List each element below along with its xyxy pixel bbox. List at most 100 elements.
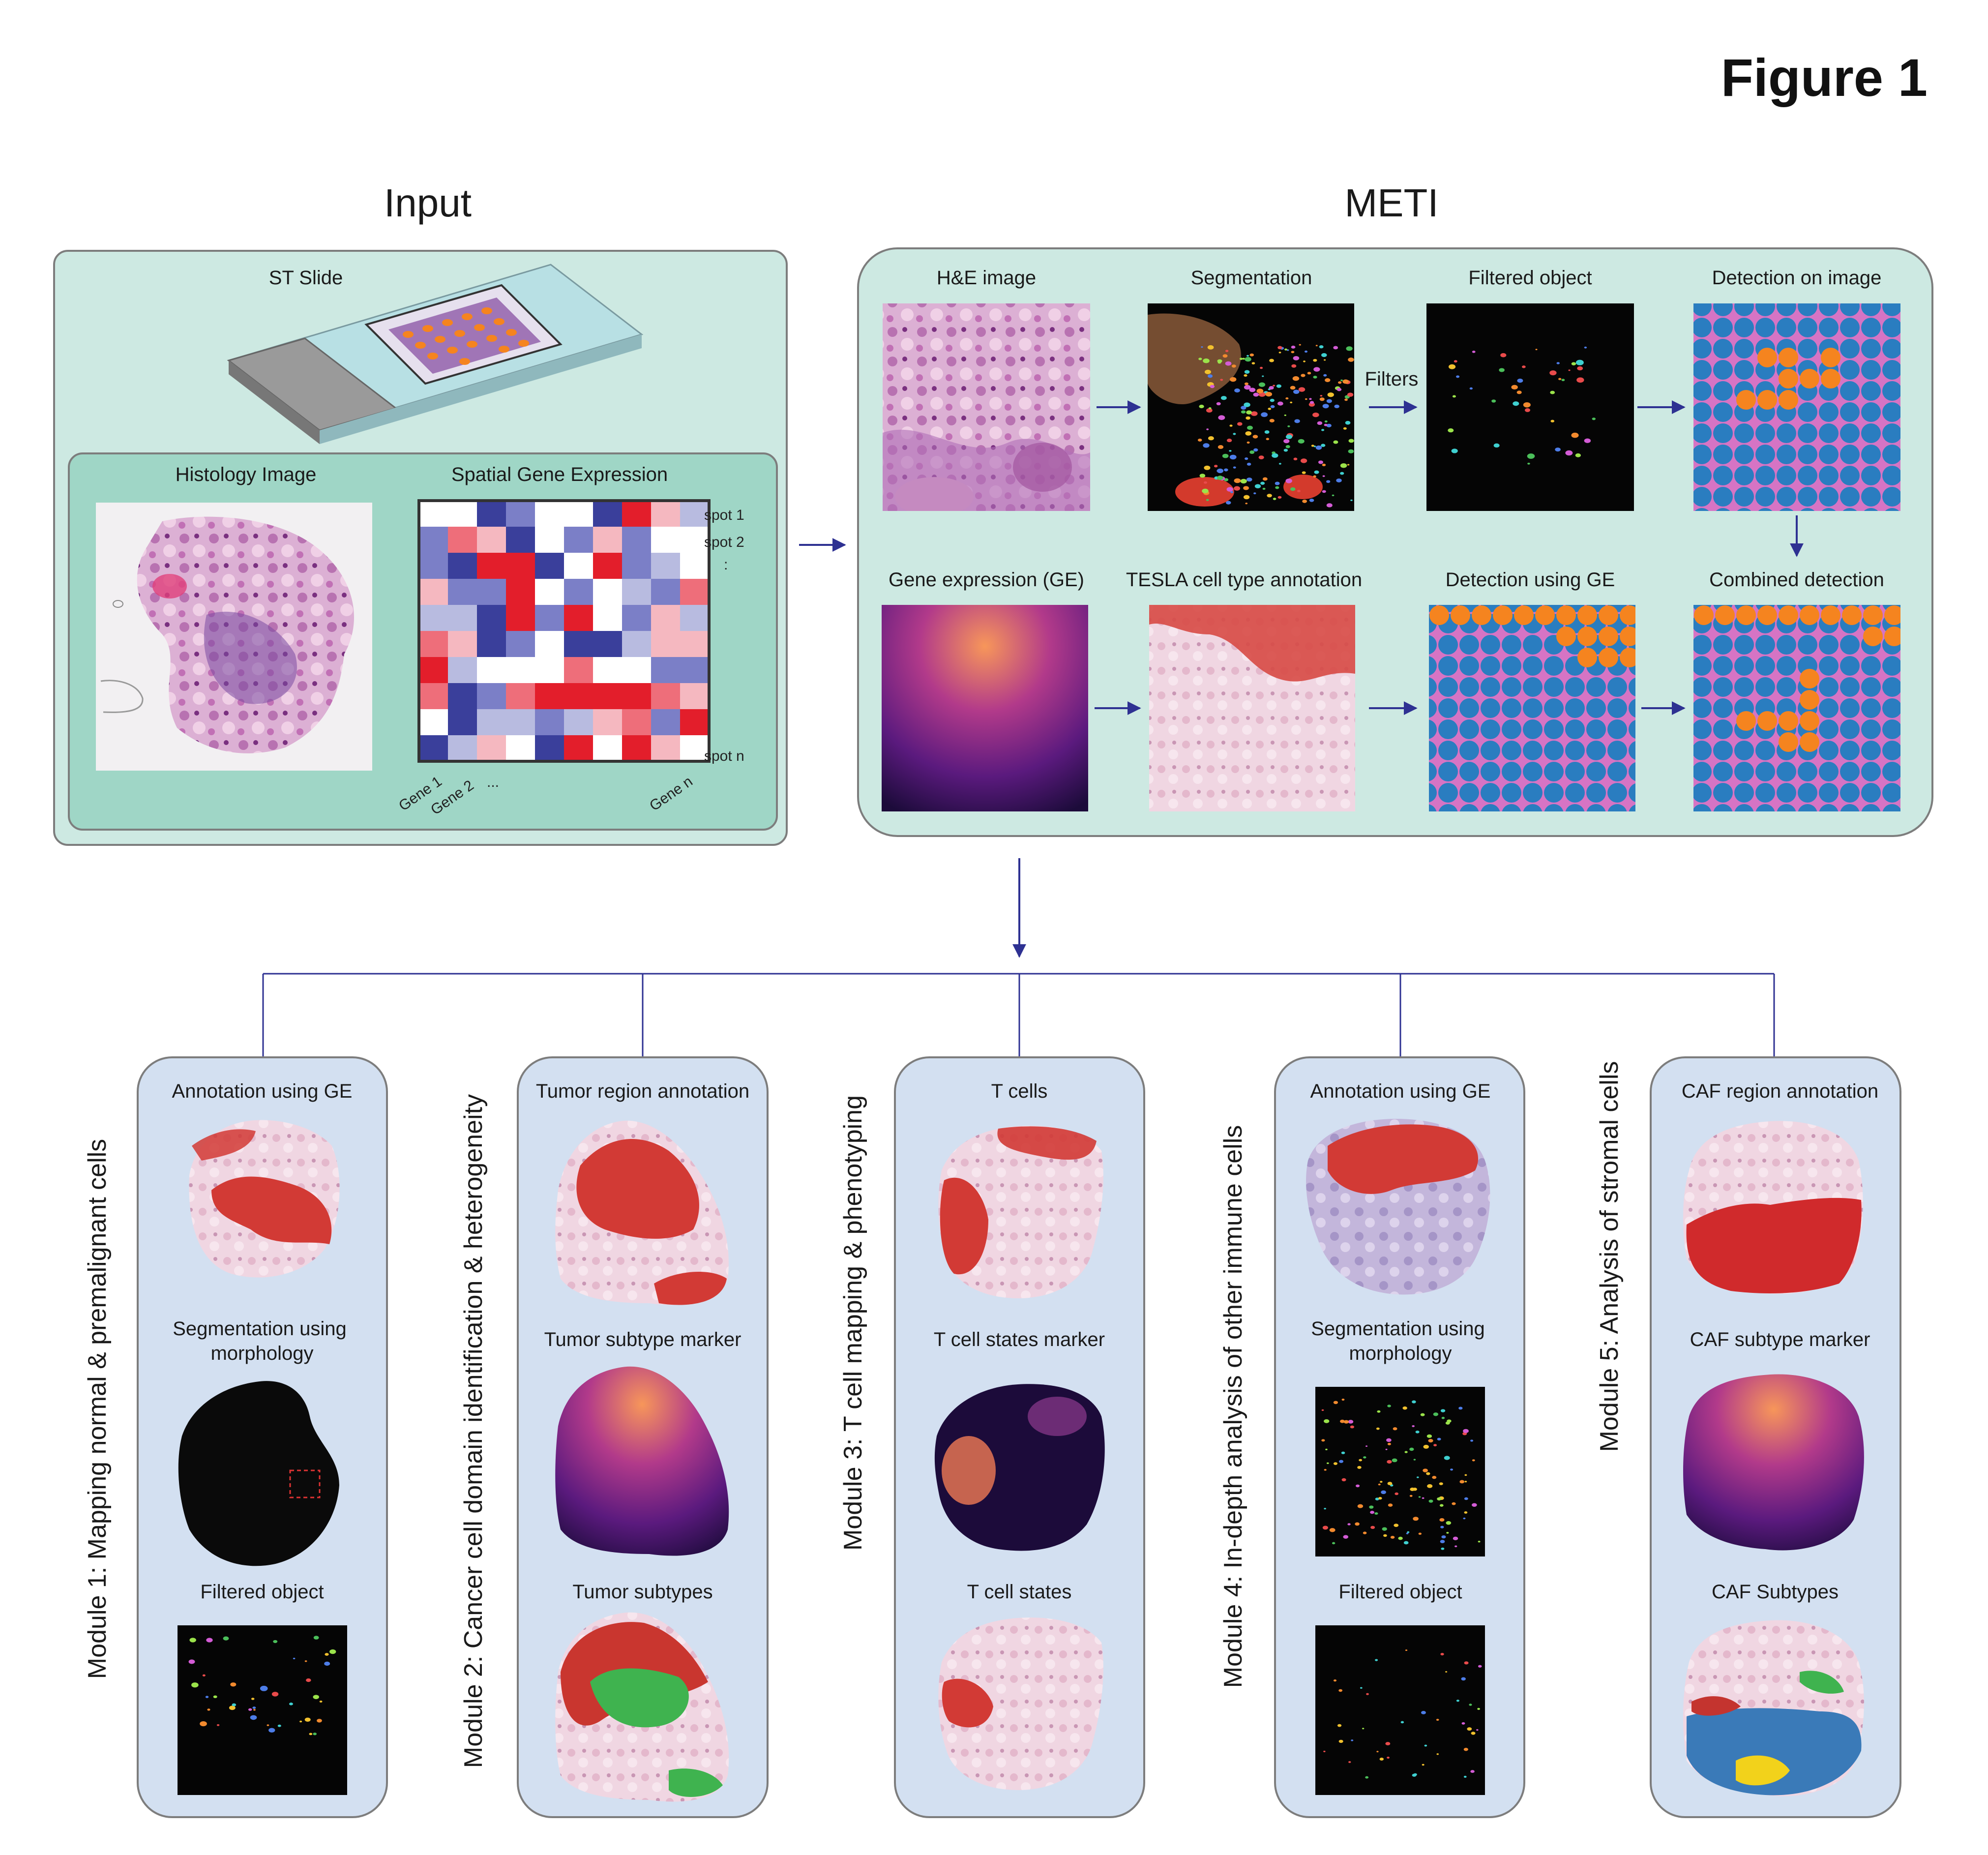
cell-dot <box>1491 399 1496 403</box>
cell-dot <box>1324 1508 1326 1510</box>
cell-dot <box>1273 385 1276 387</box>
cell-dot <box>1381 1490 1386 1495</box>
cell-dot <box>1217 445 1224 449</box>
heatmap-cell <box>564 501 593 527</box>
heatmap-cell <box>593 631 622 657</box>
cell-dot <box>1298 439 1305 444</box>
cell-dot <box>1550 419 1555 422</box>
gene-expression-heatmap <box>417 499 711 763</box>
cell-dot <box>1264 430 1270 434</box>
heatmap-cell <box>651 501 680 527</box>
cell-dot <box>1202 488 1209 494</box>
cell-dot <box>1266 438 1270 440</box>
cell-dot <box>1309 398 1312 400</box>
cell-dot <box>1394 1524 1399 1527</box>
cell-dot <box>1458 1406 1463 1410</box>
cell-dot <box>1262 487 1266 490</box>
cell-dot <box>1245 357 1251 362</box>
cell-dot <box>1428 1499 1433 1503</box>
cell-dot <box>1375 1497 1379 1501</box>
cell-dot <box>1334 404 1339 409</box>
cell-dot <box>1332 494 1335 497</box>
cell-dot <box>1321 444 1326 447</box>
cell-dot <box>1413 1517 1419 1521</box>
cell-dot <box>1472 1503 1477 1507</box>
heatmap-cell <box>535 579 564 605</box>
cell-dot <box>1319 397 1325 401</box>
heatmap-cell <box>535 683 564 709</box>
cell-dot <box>250 1715 257 1720</box>
cell-dot <box>1516 390 1522 394</box>
cell-dot <box>1439 1504 1444 1507</box>
m3-tcells-image <box>938 1126 1103 1298</box>
cell-dot <box>1291 351 1295 354</box>
cell-dot <box>1423 1444 1429 1449</box>
cell-dot <box>1324 359 1326 361</box>
cell-dot <box>1333 1462 1338 1465</box>
cell-dot <box>1405 1649 1408 1651</box>
cell-dot <box>1459 1480 1465 1484</box>
cell-dot <box>1217 468 1224 474</box>
cell-dot <box>1299 344 1301 346</box>
cell-dot <box>1348 358 1354 362</box>
heatmap-cell <box>419 735 448 761</box>
cell-dot <box>1336 388 1342 391</box>
cell-dot <box>1387 1405 1391 1407</box>
cell-dot <box>1433 1444 1437 1447</box>
heatmap-cell <box>680 709 709 735</box>
cell-dot <box>1348 1761 1351 1763</box>
cell-dot <box>1450 1468 1454 1471</box>
cell-dot <box>1452 1502 1456 1505</box>
cell-dot <box>1321 1409 1324 1411</box>
cell-dot <box>1493 443 1500 448</box>
heatmap-cell <box>419 683 448 709</box>
cell-dot <box>1437 1437 1441 1441</box>
spot-2-label: spot 2 <box>704 534 744 550</box>
cell-dot <box>1571 362 1576 366</box>
cell-dot <box>1476 1729 1479 1731</box>
cell-dot <box>1256 389 1264 393</box>
cell-dot <box>1409 1447 1414 1451</box>
cell-dot <box>229 1705 236 1710</box>
cell-dot <box>1247 425 1253 430</box>
segmentation-label: Segmentation <box>1191 267 1312 289</box>
heatmap-cell <box>593 579 622 605</box>
cell-dot <box>1432 1476 1437 1479</box>
cell-dot <box>1312 412 1319 418</box>
cell-dot <box>1283 439 1290 444</box>
cell-dot <box>188 1659 195 1664</box>
cell-dot <box>1269 359 1275 362</box>
heatmap-cell <box>564 657 593 683</box>
input-title: Input <box>384 181 472 225</box>
heatmap-cell <box>564 683 593 709</box>
cell-dot <box>1226 487 1233 492</box>
cell-dot <box>1409 1495 1413 1497</box>
cell-dot <box>1333 1679 1337 1682</box>
heatmap-cell <box>506 657 535 683</box>
cell-dot <box>1324 420 1328 423</box>
filtered-object-label: Filtered object <box>1468 267 1592 289</box>
meti-title: METI <box>1344 181 1438 225</box>
cell-dot <box>1464 1511 1468 1514</box>
cell-dot <box>1318 460 1324 464</box>
cell-dot <box>1327 392 1334 397</box>
m1-annotation-label: Annotation using GE <box>172 1080 353 1102</box>
cell-dot <box>1445 1671 1448 1673</box>
cell-dot <box>1246 441 1250 444</box>
cell-dot <box>1338 1689 1343 1692</box>
cell-dot <box>1340 1419 1345 1423</box>
cell-dot <box>1322 490 1326 493</box>
cell-dot <box>1359 1459 1363 1462</box>
cell-dot <box>1347 464 1350 466</box>
m4-annotation-image <box>1306 1119 1490 1295</box>
cell-dot <box>1446 1521 1452 1525</box>
cell-dot <box>1278 352 1281 354</box>
cell-dot <box>1293 457 1298 461</box>
cell-dot <box>1242 358 1245 360</box>
cell-dot <box>1321 429 1325 431</box>
cell-dot <box>1550 390 1555 394</box>
cell-dot <box>1270 398 1275 402</box>
cell-dot <box>1229 377 1237 382</box>
cell-dot <box>253 1709 256 1711</box>
cell-dot <box>1244 402 1250 407</box>
